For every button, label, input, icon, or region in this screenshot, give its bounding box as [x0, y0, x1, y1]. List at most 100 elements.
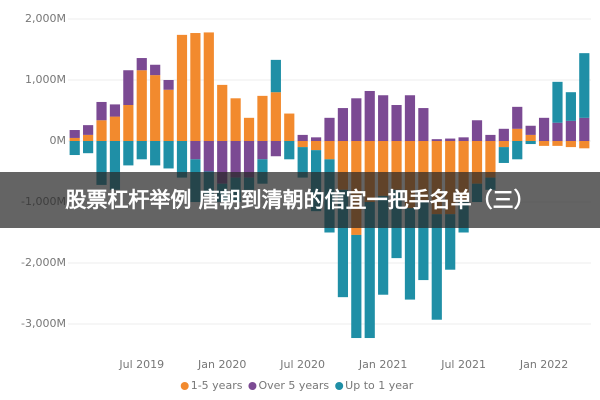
bar-segment: [525, 141, 536, 145]
bar-segment: [337, 189, 349, 298]
bar-segment: [136, 58, 147, 71]
bar-segment: [418, 202, 429, 281]
bar-segment: [136, 141, 147, 160]
y-tick-label: -3,000M: [21, 317, 66, 330]
x-tick-label: Jul 2020: [279, 358, 325, 371]
bar-segment: [512, 141, 523, 160]
bar-segment: [123, 70, 134, 106]
x-tick-label: Jan 2022: [519, 358, 568, 371]
bar-segment: [230, 141, 241, 178]
bar-segment: [431, 139, 442, 141]
bar-segment: [190, 33, 201, 141]
bar-segment: [391, 105, 402, 141]
bar-segment: [552, 81, 563, 123]
bar-segment: [525, 125, 536, 135]
bar-segment: [485, 141, 496, 178]
bar-segment: [69, 130, 80, 138]
x-tick-label: Jul 2019: [118, 358, 164, 371]
bar-segment: [150, 64, 161, 76]
bar-segment: [176, 34, 188, 141]
banner-title: 股票杠杆举例 唐朝到清朝的信宜一把手名单（三）: [65, 188, 534, 212]
bar-segment: [69, 141, 80, 156]
bar-segment: [83, 134, 94, 141]
bar-segment: [203, 32, 214, 141]
bar-segment: [69, 137, 80, 141]
legend-marker: [335, 382, 344, 390]
bar-segment: [284, 141, 295, 160]
bar-segment: [512, 106, 523, 129]
legend-label: Over 5 years: [258, 379, 329, 392]
bar-segment: [337, 108, 349, 141]
bar-segment: [552, 141, 563, 146]
bar-segment: [257, 159, 268, 184]
bar-segment: [445, 214, 456, 270]
bar-segment: [150, 141, 161, 166]
bar-segment: [579, 117, 590, 141]
legend-label: 1-5 years: [191, 379, 243, 392]
y-tick-label: 1,000M: [25, 73, 66, 86]
bar-segment: [471, 141, 483, 184]
x-tick-label: Jan 2021: [358, 358, 407, 371]
bar-segment: [96, 141, 107, 185]
bar-segment: [418, 108, 429, 141]
bar-segment: [257, 141, 268, 160]
bar-segment: [310, 137, 322, 141]
bar-segment: [270, 92, 281, 141]
bar-segment: [243, 141, 255, 178]
bar-segment: [351, 234, 362, 339]
bar-segment: [565, 92, 576, 121]
bar-segment: [458, 137, 469, 141]
bar-segment: [364, 90, 375, 141]
bar-segment: [150, 75, 161, 141]
x-tick-label: Jan 2020: [197, 358, 246, 371]
bar-segment: [190, 141, 201, 160]
bar-segment: [270, 141, 281, 157]
bar-segment: [284, 113, 295, 141]
bar-segment: [431, 214, 442, 320]
bar-segment: [378, 141, 389, 196]
bar-segment: [243, 117, 255, 141]
banner-background: [0, 172, 600, 228]
bar-segment: [364, 141, 375, 202]
bar-segment: [310, 141, 322, 151]
bar-segment: [123, 141, 134, 166]
bar-segment: [136, 70, 147, 141]
bar-segment: [565, 120, 576, 141]
bar-segment: [163, 80, 174, 90]
bar-segment: [109, 104, 121, 117]
bar-segment: [525, 134, 536, 141]
bar-segment: [337, 141, 349, 190]
bar-segment: [364, 202, 375, 339]
bar-segment: [378, 195, 389, 295]
bar-segment: [109, 141, 121, 190]
bar-segment: [257, 95, 268, 141]
bar-segment: [351, 98, 362, 141]
bar-segment: [565, 141, 576, 148]
bar-segment: [163, 89, 174, 141]
bar-segment: [270, 59, 281, 93]
bar-segment: [538, 141, 550, 146]
y-tick-label: 0M: [50, 134, 67, 147]
legend-label: Up to 1 year: [345, 379, 414, 392]
y-tick-label: 2,000M: [25, 12, 66, 25]
bar-segment: [485, 134, 496, 141]
bar-segment: [418, 141, 429, 202]
bar-segment: [217, 141, 228, 184]
bar-segment: [552, 122, 563, 141]
bar-segment: [538, 117, 550, 141]
bar-segment: [458, 141, 469, 202]
bar-segment: [176, 141, 188, 178]
bar-segment: [498, 147, 509, 163]
bar-segment: [297, 134, 308, 141]
bar-segment: [378, 95, 389, 141]
bar-segment: [96, 101, 107, 121]
bar-segment: [163, 141, 174, 169]
legend: 1-5 years Over 5 years Up to 1 year: [180, 379, 414, 392]
bar-segment: [297, 141, 308, 148]
legend-marker: [248, 382, 257, 390]
y-tick-label: -2,000M: [21, 256, 66, 269]
bar-segment: [471, 120, 483, 141]
bar-segment: [109, 116, 121, 141]
bar-segment: [498, 141, 509, 148]
